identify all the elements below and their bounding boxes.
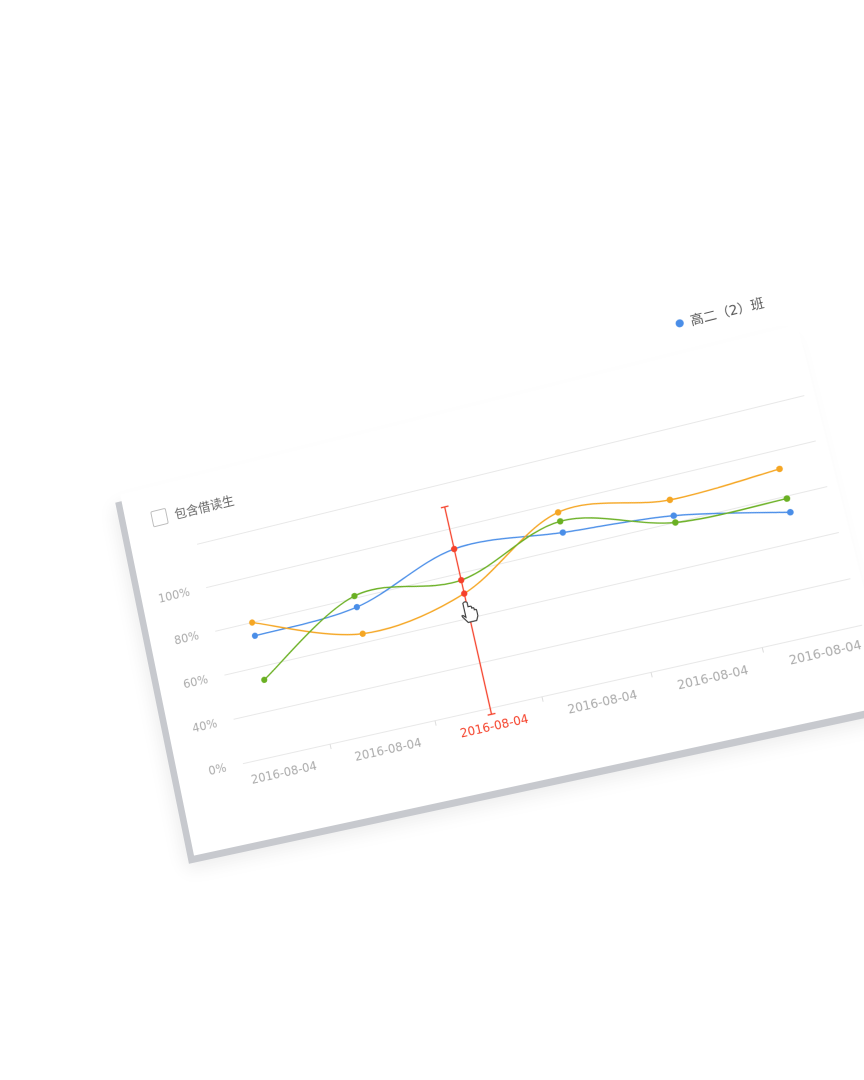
x-tick <box>762 648 763 653</box>
grid-line <box>243 625 862 764</box>
x-tick <box>330 744 331 749</box>
checkbox-box[interactable] <box>150 507 169 528</box>
y-tick-label: 100% <box>157 585 191 606</box>
data-point <box>450 545 458 553</box>
data-point <box>775 464 784 473</box>
data-point <box>460 589 469 598</box>
series-line-2 <box>247 469 802 680</box>
grid-line <box>197 396 804 545</box>
data-point <box>248 618 256 627</box>
crosshair-cap-bottom <box>488 713 496 715</box>
crosshair-cap-top <box>441 506 449 508</box>
y-tick-label: 80% <box>173 628 200 647</box>
x-tick-label: 2016-08-04 <box>353 735 423 764</box>
x-tick-label: 2016-08-04 <box>250 759 318 787</box>
y-tick-label: 0% <box>207 761 227 779</box>
data-point <box>457 576 466 584</box>
data-point <box>786 508 795 517</box>
data-point <box>353 603 361 611</box>
data-point <box>558 528 567 537</box>
grid-line <box>224 532 838 675</box>
data-point <box>669 511 678 520</box>
chart-card: 0% 40% 60% 80% 100% 2016-08-04 2016-08-04 2016-… <box>120 296 864 856</box>
x-tick-label: 2016-08-04 <box>566 687 638 716</box>
legend[interactable]: 高二（2）班 <box>673 292 766 333</box>
x-tick <box>434 720 437 726</box>
x-tick-label: 2016-08-04 <box>459 712 530 741</box>
data-point <box>665 495 674 504</box>
legend-dot <box>674 318 685 328</box>
x-tick <box>542 697 543 702</box>
grid-line <box>215 487 827 632</box>
x-tick-label: 2016-08-04 <box>676 663 750 693</box>
x-tick-label: 2016-08-04 <box>788 637 863 667</box>
hand-shape <box>459 600 479 624</box>
data-point <box>671 518 680 527</box>
line-chart[interactable]: 0% 40% 60% 80% 100% 2016-08-04 2016-08-04 2016-… <box>120 325 864 856</box>
legend-label: 高二（2）班 <box>688 296 766 330</box>
data-point <box>251 631 259 640</box>
hand-pointer-icon <box>459 600 479 624</box>
x-tick <box>651 672 652 677</box>
series-line-0 <box>247 470 790 638</box>
data-point <box>358 629 367 638</box>
y-tick-label: 60% <box>182 672 209 691</box>
y-tick-label: 40% <box>191 716 218 735</box>
data-point <box>554 508 562 517</box>
data-point <box>556 517 565 526</box>
